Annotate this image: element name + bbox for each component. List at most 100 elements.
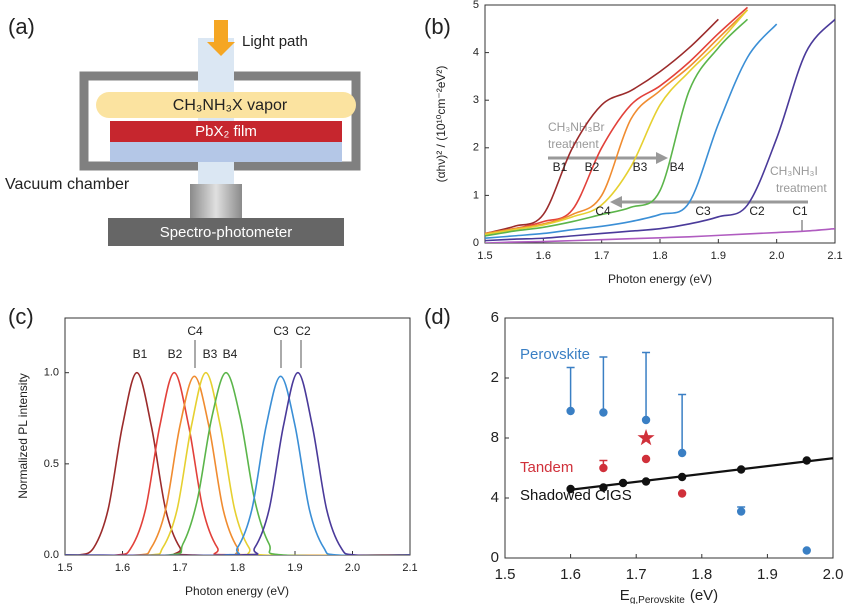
x-tick-label: 2.0 [769,250,784,262]
y-tick-label: 1.0 [44,367,59,379]
x-tick-label: 1.5 [57,562,72,574]
legend-entry: Shadowed CIGS [520,487,632,504]
y-tick-label: 0 [473,237,479,249]
curve-label: B2 [168,347,183,361]
point [736,507,746,516]
curve-label: B4 [223,347,238,361]
curve-label: B4 [670,160,685,174]
x-tick-label: 1.7 [172,562,187,574]
curve-label: C4 [595,204,611,218]
y-axis-label: (αhν)² / (10¹⁰cm⁻²eV²) [434,66,448,183]
y-tick-label: 4 [473,47,479,59]
x-tick-label: 1.8 [691,566,712,583]
x-tick-label: 1.9 [757,566,778,583]
curve [485,227,835,243]
panel-label: (b) [424,14,451,39]
x-tick-label: 1.9 [287,562,302,574]
point [599,463,608,473]
curve-label: C1 [792,204,808,218]
star-marker [637,429,655,446]
y-axis-label: Normalized PL intensity [16,373,30,499]
panel-label: (c) [8,304,34,329]
plot-frame [484,4,836,244]
y-tick-label: 0 [491,549,499,566]
point [736,465,746,474]
x-tick-label: 2.1 [827,250,842,262]
arrow-head [656,152,668,164]
error-bar [566,366,575,411]
point [677,489,687,498]
curve-label: B3 [633,160,648,174]
y-tick-label: 0.0 [44,549,59,561]
plot-area [485,6,835,243]
film [110,121,342,142]
curve [485,6,749,235]
x-tick-label: 1.8 [652,250,667,262]
annotation: treatment [776,181,827,195]
y-tick-label: 8 [491,429,499,446]
point [641,454,651,464]
vapor [96,92,356,118]
curve-label: C4 [187,324,203,338]
point [677,472,687,482]
substrate [110,142,342,162]
point [599,483,608,492]
x-label-sub: g,Perovskite [630,595,685,604]
curve [65,371,410,555]
legend-entry: Tandem [520,459,573,476]
point [641,477,651,486]
chart-1: 1.5 1.6 1.7 1.8 1.9 2.0 2.1 0.0 0.5 1.0 Photon ene… [16,317,418,598]
legend-entry: Perovskite [520,346,590,363]
error-bar [642,351,651,420]
film-label: PbX₂ film [195,123,257,140]
x-tick-label: 2.0 [345,562,360,574]
y-tick-label: 0.5 [44,458,59,470]
x-tick-label: 2.1 [402,562,417,574]
curve-label: B2 [585,160,600,174]
curve-label: B1 [133,347,148,361]
x-axis-label: Photon energy (eV) [608,272,712,286]
y-tick-label: 3 [473,94,479,106]
panel-label: (a) [8,14,35,39]
point [566,484,575,494]
y-tick-label: 2 [491,369,499,386]
x-tick-label: 1.6 [536,250,551,262]
point [599,408,608,417]
x-tick-label: 1.6 [115,562,130,574]
curve [65,371,410,555]
vapor-label: CH₃NH₃X vapor [173,97,288,114]
photometer-label: Spectro-photometer [160,224,293,241]
annotation: CH₃NH₃I [770,164,818,178]
treatment-annotations: CH₃NH₃Br treatment CH₃NH₃I treatment [548,120,827,232]
x-label-unit: (eV) [690,587,718,604]
curve [485,18,719,235]
x-label-main: E [620,587,630,604]
error-bar [599,356,608,413]
panel-label: (d) [424,304,451,329]
point [618,478,628,488]
x-tick-label: 1.6 [560,566,581,583]
curve-label: C3 [273,324,289,338]
point [802,546,811,555]
curve [65,371,410,555]
curve [485,18,835,242]
y-tick-label: 6 [491,309,499,326]
x-tick-label: 2.0 [823,566,844,583]
setup-diagram: Light path CH₃NH₃X vapor PbX₂ film Vacuu… [5,20,361,246]
chart-0: 1.5 1.6 1.7 1.8 1.9 2.0 2.1 0 1 2 3 4 5 Photon energy… [434,0,842,286]
curve-label: C3 [695,204,711,218]
fit-line [570,457,833,491]
x-tick-label: 1.7 [594,250,609,262]
x-tick-label: 1.5 [495,566,516,583]
error-bar [678,393,687,453]
plot-area [65,371,410,555]
pointer [194,340,302,368]
curve [485,9,749,235]
x-axis-label: Eg,Perovskite (eV) [620,587,718,604]
curve-label: B1 [553,160,568,174]
x-axis-label: Photon energy (eV) [185,584,289,598]
x-tick-label: 1.7 [626,566,647,583]
curve-label: C2 [295,324,311,338]
